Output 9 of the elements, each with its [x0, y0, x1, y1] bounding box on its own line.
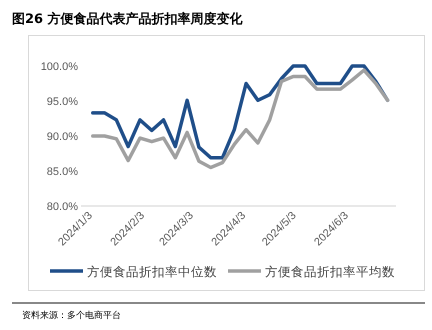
legend-label: 方便食品折扣率中位数	[87, 264, 217, 279]
text: 资料来源：多个电商平台	[22, 310, 121, 321]
chart-title: 图26 方便食品代表产品折扣率周度变化	[12, 11, 244, 27]
y-tick-label: 100.0%	[40, 61, 78, 73]
y-tick-label: 85.0%	[46, 166, 78, 178]
y-tick-label: 90.0%	[46, 131, 78, 143]
y-tick-label: 95.0%	[46, 96, 78, 108]
legend-label: 方便食品折扣率平均数	[265, 264, 395, 279]
y-tick-label: 80.0%	[46, 201, 78, 213]
